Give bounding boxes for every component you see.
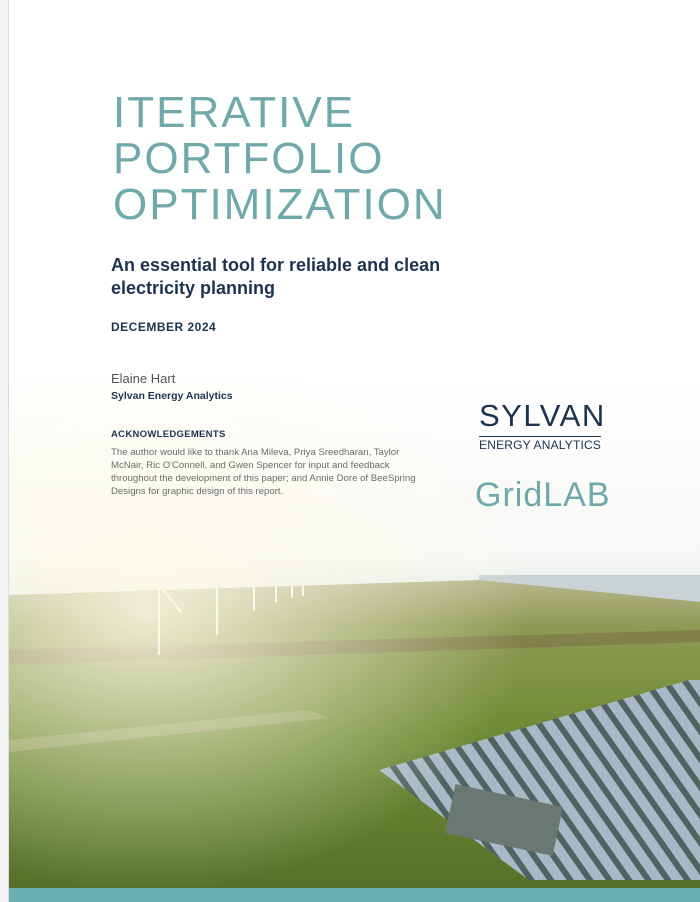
- acknowledgements-heading: ACKNOWLEDGEMENTS: [111, 429, 226, 440]
- author-organization: Sylvan Energy Analytics: [111, 390, 233, 402]
- acknowledgements-text: The author would like to thank Ana Milev…: [111, 446, 433, 498]
- sylvan-tagline: ENERGY ANALYTICS: [479, 436, 601, 452]
- title-line: ITERATIVE: [113, 90, 447, 136]
- date: DECEMBER 2024: [111, 320, 216, 334]
- footer-bar: [9, 888, 700, 902]
- subtitle: An essential tool for reliable and clean…: [111, 254, 491, 300]
- cover-page: ITERATIVE PORTFOLIO OPTIMIZATION An esse…: [8, 0, 700, 902]
- author-name: Elaine Hart: [111, 371, 175, 386]
- title-line: PORTFOLIO: [113, 136, 447, 182]
- sylvan-logo: SYLVAN: [479, 398, 606, 434]
- title-line: OPTIMIZATION: [113, 182, 447, 228]
- title: ITERATIVE PORTFOLIO OPTIMIZATION: [113, 90, 447, 228]
- gridlab-logo: GridLAB: [475, 476, 611, 515]
